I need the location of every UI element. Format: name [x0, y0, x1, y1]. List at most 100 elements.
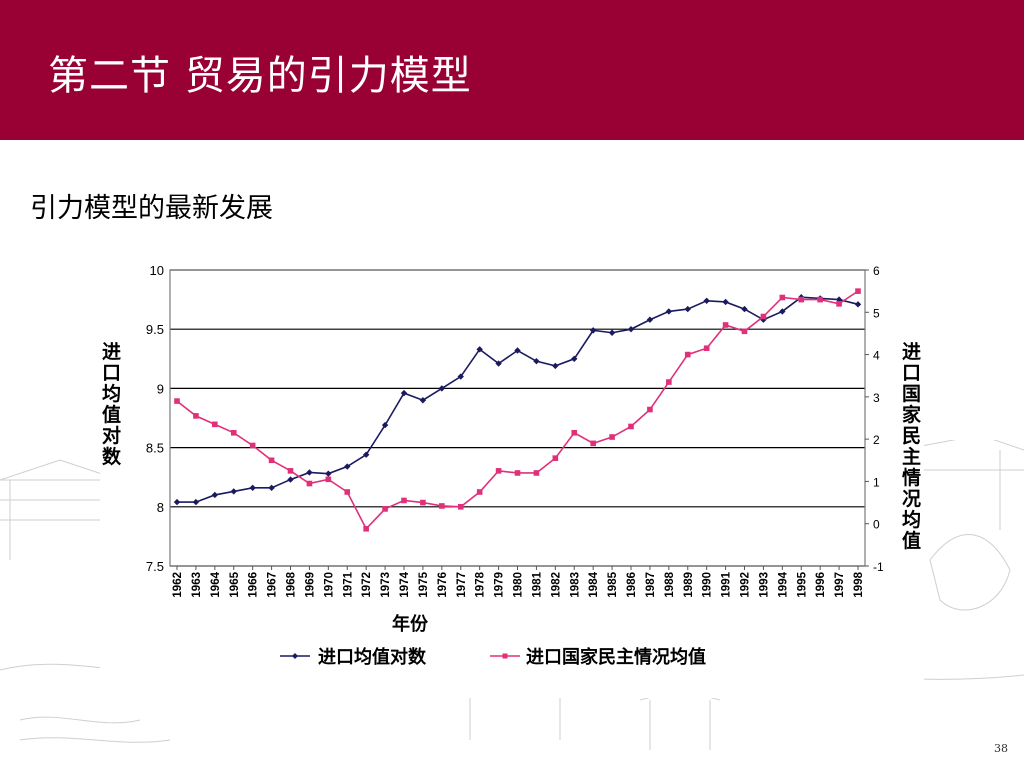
x-tick-label: 1965 [229, 571, 241, 597]
x-tick-label: 1989 [683, 572, 695, 598]
legend-marker-series-2 [502, 653, 508, 659]
data-point-democracy-mean [287, 468, 294, 474]
left-tick-label: 9 [157, 381, 164, 396]
data-point-import-log-mean [211, 491, 219, 499]
data-point-democracy-mean [647, 406, 653, 413]
data-point-import-log-mean [325, 470, 332, 477]
data-point-import-log-mean [381, 421, 389, 429]
data-point-import-log-mean [608, 329, 616, 336]
data-point-democracy-mean [798, 296, 805, 303]
data-point-democracy-mean [344, 489, 351, 495]
data-point-democracy-mean [571, 430, 578, 436]
data-point-import-log-mean [552, 362, 559, 370]
data-point-democracy-mean [212, 421, 218, 428]
x-tick-label: 1997 [834, 572, 846, 598]
x-tick-label: 1984 [588, 571, 600, 597]
left-tick-label: 8.5 [146, 441, 164, 456]
data-point-import-log-mean [173, 498, 181, 506]
x-tick-label: 1975 [418, 571, 430, 597]
data-point-import-log-mean [287, 476, 294, 483]
right-tick-label: -1 [873, 560, 884, 574]
x-tick-label: 1963 [191, 572, 203, 598]
data-point-import-log-mean [362, 451, 370, 458]
data-point-democracy-mean [609, 434, 615, 440]
data-point-democracy-mean [779, 294, 786, 301]
data-point-import-log-mean [268, 484, 275, 492]
data-point-democracy-mean [855, 288, 861, 294]
data-point-import-log-mean [192, 498, 200, 506]
x-tick-label: 1994 [777, 571, 789, 597]
legend-label-series-1: 进口均值对数 [318, 646, 427, 668]
x-tick-label: 1996 [815, 572, 827, 598]
data-point-import-log-mean [703, 297, 710, 304]
data-point-import-log-mean [571, 355, 578, 362]
series-line-democracy-mean [176, 290, 859, 531]
x-tick-label: 1962 [172, 572, 184, 598]
legend: 进口均值对数 进口国家民主情况均值 [280, 646, 706, 668]
data-point-democracy-mean [666, 379, 672, 385]
data-point-democracy-mean [590, 440, 596, 447]
data-point-democracy-mean [174, 398, 180, 404]
data-point-democracy-mean [249, 442, 256, 449]
x-tick-label: 1973 [380, 572, 392, 598]
data-point-democracy-mean [628, 423, 634, 430]
x-tick-label: 1979 [494, 572, 506, 598]
data-point-import-log-mean [419, 397, 427, 404]
x-tick-label: 1982 [550, 572, 562, 598]
data-point-import-log-mean [665, 308, 673, 315]
data-point-import-log-mean [249, 484, 256, 492]
data-point-import-log-mean [230, 488, 237, 495]
right-tick-label: 6 [873, 264, 880, 278]
right-tick-label: 4 [873, 349, 880, 363]
data-point-democracy-mean [760, 313, 767, 320]
x-tick-label: 1995 [796, 571, 808, 597]
data-point-import-log-mean [627, 326, 635, 333]
x-tick-label: 1993 [758, 572, 770, 598]
data-point-democracy-mean [476, 489, 483, 495]
data-point-import-log-mean [306, 469, 313, 476]
legend-marker-series-1 [292, 653, 298, 659]
slide-title: 第二节 贸易的引力模型 [48, 53, 472, 99]
data-point-import-log-mean [457, 373, 464, 380]
data-point-democracy-mean [684, 351, 691, 358]
data-point-democracy-mean [552, 455, 559, 461]
data-point-democracy-mean [401, 497, 407, 504]
data-point-democracy-mean [268, 457, 275, 464]
right-tick-label: 0 [873, 518, 880, 532]
data-point-democracy-mean [420, 499, 426, 506]
x-tick-label: 1991 [721, 571, 733, 597]
x-tick-label: 1981 [531, 571, 543, 597]
data-point-democracy-mean [193, 413, 199, 419]
data-point-democracy-mean [741, 328, 748, 335]
x-tick-label: 1988 [664, 571, 676, 597]
x-tick-label: 1983 [569, 572, 581, 598]
data-point-democracy-mean [363, 525, 369, 532]
data-point-democracy-mean [230, 430, 237, 436]
data-point-import-log-mean [741, 305, 748, 313]
x-tick-label: 1968 [286, 571, 298, 597]
dual-axis-line-chart: 7.5 8 8.5 9 9.5 10 -1 0 1 2 3 4 5 6 1962 1963 1964 1965 19… [102, 263, 922, 668]
slide-subtitle: 引力模型的最新发展 [30, 193, 273, 224]
x-tick-label: 1980 [513, 572, 525, 598]
data-point-import-log-mean [533, 357, 540, 365]
legend-label-series-2: 进口国家民主情况均值 [526, 646, 706, 668]
data-point-democracy-mean [533, 470, 540, 476]
x-tick-label: 1977 [456, 572, 468, 598]
data-point-import-log-mean [476, 346, 483, 353]
data-point-import-log-mean [854, 301, 862, 308]
data-point-import-log-mean [495, 360, 502, 367]
x-tick-label: 1970 [323, 572, 335, 598]
x-tick-label: 1969 [304, 572, 316, 598]
data-point-import-log-mean [514, 347, 521, 354]
data-point-democracy-mean [817, 296, 823, 303]
left-tick-label: 9.5 [146, 322, 164, 337]
x-tick-label: 1976 [437, 572, 449, 598]
data-point-democracy-mean [722, 322, 729, 328]
left-axis-label: 进口均值对数 [102, 341, 122, 468]
chart-panel: 7.5 8 8.5 9 9.5 10 -1 0 1 2 3 4 5 6 1962 1963 1964 1965 19… [100, 258, 924, 698]
x-tick-label: 1990 [702, 572, 714, 598]
data-point-import-log-mean [722, 298, 729, 306]
x-tick-label: 1972 [361, 572, 373, 598]
data-point-import-log-mean [684, 305, 691, 313]
x-tick-label: 1998 [853, 571, 865, 597]
